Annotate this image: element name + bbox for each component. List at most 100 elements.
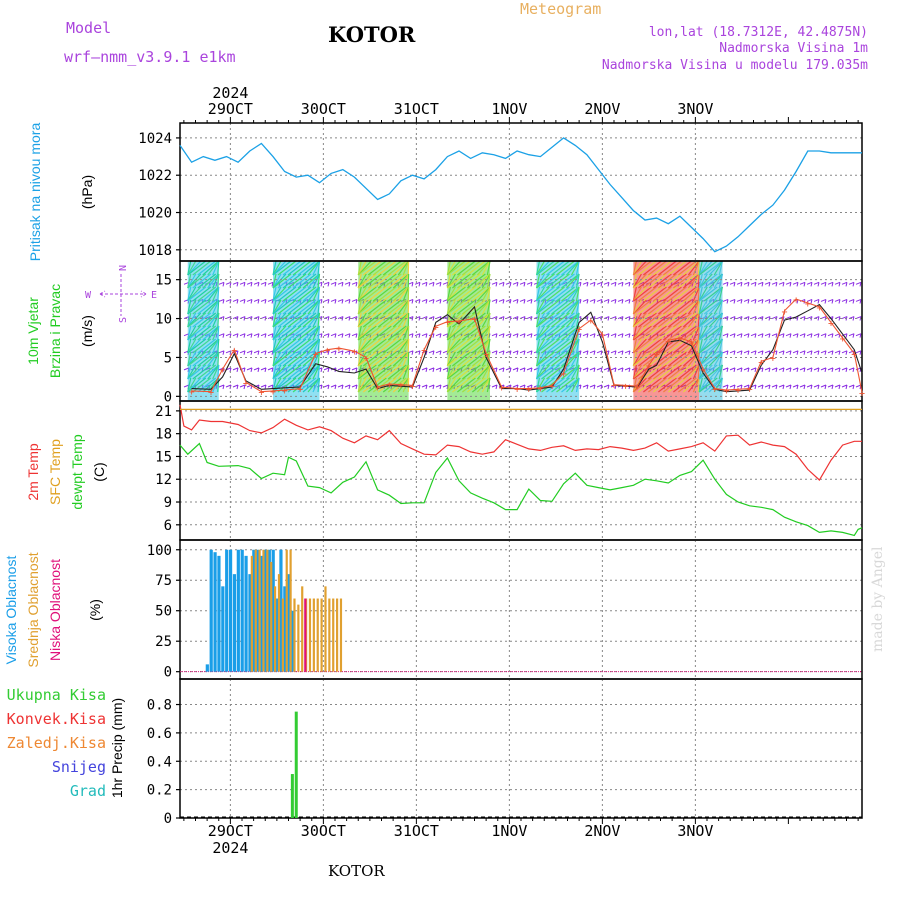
wind-barb	[187, 260, 192, 276]
wind-barb	[632, 377, 637, 393]
wind-barb-calm	[435, 298, 442, 304]
wind-barb-calm	[218, 298, 225, 304]
wind-barb	[472, 286, 491, 302]
wind-barb	[287, 273, 307, 289]
cloud-bar-high_cloud	[209, 549, 213, 672]
wind-barb-calm	[778, 367, 785, 373]
temp-unit: (C)	[91, 462, 107, 481]
precip-legend-item: Zaledj.Kisa	[7, 734, 106, 752]
wind-barb	[302, 377, 320, 393]
wind-barb	[382, 338, 402, 354]
wind-barb	[212, 260, 220, 276]
wind-barb	[392, 351, 410, 367]
wind-barb	[673, 377, 692, 393]
wind-barb-calm	[778, 298, 785, 304]
wind-barb	[535, 364, 546, 380]
wind-barb-calm	[813, 333, 820, 338]
wind-barb	[272, 312, 292, 328]
cloud-bar-high_cloud	[275, 598, 279, 672]
wind-barb	[678, 325, 697, 341]
wind-barb-calm	[827, 384, 834, 390]
wind-barb	[202, 273, 220, 289]
wind-barb-calm	[624, 298, 631, 304]
wind-barb-calm	[498, 316, 505, 321]
wind-barb-calm	[505, 367, 512, 373]
y-tick-label: 15	[155, 273, 172, 289]
wind-barb	[535, 260, 541, 276]
wind-gust-marker: +	[599, 330, 605, 341]
wind-barb	[703, 273, 723, 289]
wind-barb	[187, 299, 207, 315]
wind-barb-calm	[785, 367, 792, 373]
wind-barb	[713, 299, 724, 315]
wind-barb	[457, 286, 476, 302]
wind-barb	[446, 312, 451, 328]
wind-barb-calm	[848, 281, 855, 287]
wind-barb	[551, 351, 570, 367]
wind-barb-calm	[442, 333, 449, 338]
wind-barb	[472, 377, 491, 393]
wind-barb	[566, 286, 580, 302]
wind-barb	[187, 312, 197, 328]
wind-barb	[698, 312, 708, 328]
wind-barb-calm	[722, 384, 729, 390]
wind-barb	[282, 351, 302, 367]
cloud-bar-mid_cloud	[324, 586, 327, 672]
wind-barb	[633, 273, 652, 289]
wind-barb	[632, 286, 637, 302]
wind-barb	[187, 325, 207, 341]
wind-gust-marker: +	[611, 381, 617, 392]
wind-barb-calm	[624, 350, 631, 355]
wind-barb	[481, 338, 491, 354]
wind-barb-calm	[218, 316, 225, 321]
y-tick-label: 0.4	[147, 754, 172, 770]
model-label: Model	[66, 19, 112, 37]
wind-barb-calm	[736, 350, 743, 355]
wind-barb	[192, 338, 212, 354]
wind-barb	[272, 299, 292, 315]
cloud-bar-high_cloud	[287, 574, 291, 672]
wind-gust-marker: +	[471, 315, 477, 326]
wind-barb-calm	[260, 384, 267, 390]
wind-barb	[570, 351, 580, 367]
wind-barb	[535, 286, 546, 302]
wind-barb-calm	[582, 384, 589, 390]
wind-barb-calm	[246, 350, 253, 355]
wind-barb	[282, 338, 302, 354]
wind-barb	[397, 351, 410, 367]
wind-barb	[653, 325, 672, 341]
wind-barb	[663, 364, 682, 380]
wind-barb	[212, 286, 220, 302]
wind-barb-calm	[323, 384, 330, 390]
wind-barb-calm	[729, 384, 736, 390]
wind-barb-calm	[246, 367, 253, 373]
wind-barb	[698, 260, 703, 276]
wind-barb	[561, 377, 580, 393]
wind-barb	[277, 260, 297, 276]
wind-barb	[575, 286, 580, 302]
wind-barb	[632, 364, 637, 380]
wind-barb	[708, 364, 723, 380]
wind-gust-marker: +	[700, 365, 706, 376]
wind-barb	[632, 312, 637, 328]
wind-barb-calm	[323, 316, 330, 321]
cloud-bar-mid_cloud	[266, 549, 269, 672]
wind-barb	[446, 364, 456, 380]
wind-barb-calm	[218, 333, 225, 338]
wind-barb	[658, 299, 677, 315]
wind-barb	[462, 351, 481, 367]
wind-barb	[457, 325, 476, 341]
wind-barb	[643, 312, 662, 328]
wind-barb-calm	[253, 316, 260, 321]
wind-barb-calm	[806, 367, 813, 373]
wind-barb	[561, 299, 580, 315]
wind-barb	[697, 325, 700, 341]
wind-barb	[292, 351, 312, 367]
wind-barb	[541, 312, 560, 328]
wind-barb	[481, 273, 491, 289]
wind-barb	[187, 325, 192, 341]
wind-barb	[387, 325, 407, 341]
wind-barb	[397, 260, 410, 276]
wind-barb	[312, 351, 321, 367]
